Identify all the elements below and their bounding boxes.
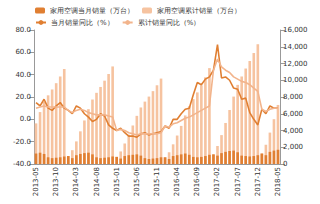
svg-text:累计销量同比（%）: 累计销量同比（%） — [138, 19, 201, 27]
svg-text:2015-06: 2015-06 — [133, 166, 141, 196]
svg-text:8,000: 8,000 — [283, 93, 303, 101]
svg-text:10,000: 10,000 — [283, 76, 308, 84]
svg-text:2015-11: 2015-11 — [153, 167, 161, 196]
svg-text:2017-02: 2017-02 — [213, 167, 221, 196]
svg-text:40.0: 40.0 — [15, 71, 31, 79]
svg-text:2014-03: 2014-03 — [72, 167, 80, 196]
svg-text:家用空调当月销量（万台）: 家用空调当月销量（万台） — [50, 7, 134, 15]
svg-text:0.0: 0.0 — [20, 115, 31, 123]
svg-text:2013-05: 2013-05 — [32, 167, 40, 196]
svg-text:2016-04: 2016-04 — [173, 166, 181, 196]
svg-text:0: 0 — [283, 160, 287, 168]
svg-text:2017-12: 2017-12 — [254, 167, 262, 196]
svg-text:2015-01: 2015-01 — [113, 167, 121, 196]
svg-text:2017-07: 2017-07 — [234, 167, 242, 196]
svg-text:6,000: 6,000 — [283, 110, 303, 118]
svg-text:2,000: 2,000 — [283, 143, 303, 151]
svg-text:-20.0: -20.0 — [13, 138, 31, 146]
svg-text:20.0: 20.0 — [15, 93, 31, 101]
svg-text:2013-10: 2013-10 — [52, 167, 60, 196]
svg-text:80.0: 80.0 — [15, 26, 31, 34]
svg-text:2018-05: 2018-05 — [274, 167, 282, 196]
svg-text:16,000: 16,000 — [283, 26, 308, 34]
svg-text:2014-08: 2014-08 — [93, 167, 101, 196]
svg-text:当月销量同比（%）: 当月销量同比（%） — [51, 19, 114, 27]
svg-text:家用空调累计销量（万台）: 家用空调累计销量（万台） — [157, 7, 241, 15]
svg-text:60.0: 60.0 — [15, 48, 31, 56]
svg-text:-40.0: -40.0 — [13, 160, 31, 168]
svg-text:2016-09: 2016-09 — [193, 167, 201, 196]
svg-text:12,000: 12,000 — [283, 60, 308, 68]
svg-text:4,000: 4,000 — [283, 127, 303, 135]
svg-text:14,000: 14,000 — [283, 43, 308, 51]
